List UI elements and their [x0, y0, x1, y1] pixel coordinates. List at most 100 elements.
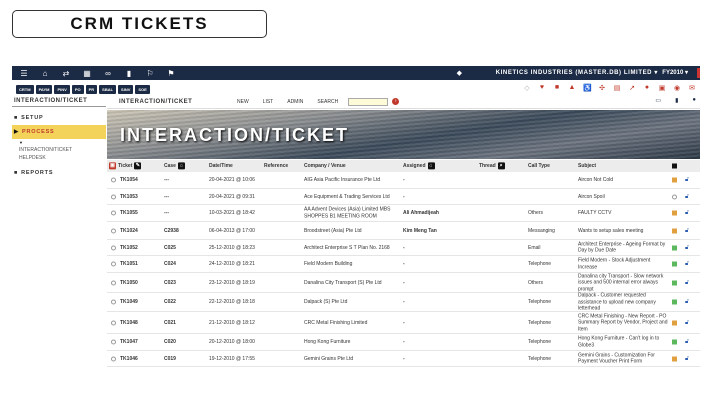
row-radio[interactable] — [111, 280, 116, 285]
thread-header[interactable]: Thread ⌕ — [479, 162, 505, 170]
unlock-icon[interactable]: 🔓︎ — [685, 279, 689, 286]
calltype-header[interactable]: Call Type — [528, 162, 550, 169]
module-button-po[interactable]: PO — [71, 85, 84, 94]
edit-icon[interactable]: ✎ — [134, 162, 142, 170]
unlock-icon[interactable]: 🔓︎ — [685, 227, 689, 234]
user-icon[interactable]: ● — [692, 97, 696, 103]
case-header[interactable]: Case ⌂ — [164, 162, 185, 170]
row-radio[interactable] — [111, 299, 116, 305]
sidebar-item-reports[interactable]: ■ REPORTS — [12, 166, 106, 180]
search-go-button[interactable]: › — [392, 98, 400, 105]
ticket-id[interactable]: TK1049 — [120, 298, 138, 305]
table-row[interactable]: TK1048 C021 21-12-2010 @ 18:12 CRC Metal… — [107, 312, 700, 334]
table-row[interactable]: TK1024 C2938 06-04-2013 @ 17:00 Broodstr… — [107, 222, 700, 240]
ticket-id[interactable]: TK1054 — [120, 176, 138, 183]
wheelchair-icon[interactable]: ♿ — [583, 85, 592, 92]
ticket-id[interactable]: TK1052 — [120, 244, 138, 251]
flag-icon[interactable]: ⚑ — [167, 68, 175, 78]
table-icon[interactable]: ▤ — [613, 85, 621, 92]
briefcase-icon[interactable]: ■ — [554, 84, 560, 91]
unlock-icon[interactable]: 🔓︎ — [685, 319, 689, 326]
row-radio[interactable] — [111, 228, 116, 233]
assigned-header[interactable]: Assigned ⌂ — [403, 162, 435, 170]
table-row[interactable]: TK1054 --- 20-04-2021 @ 10:06 AIG Asia P… — [107, 172, 700, 189]
module-button-pr[interactable]: PR — [85, 85, 98, 94]
unlock-icon[interactable]: 🔓︎ — [685, 244, 689, 251]
table-row[interactable]: TK1046 C019 19-12-2010 @ 17:55 Gemini Gr… — [107, 351, 700, 367]
ticket-id[interactable]: TK1024 — [120, 227, 138, 234]
row-radio[interactable] — [111, 339, 116, 345]
row-radio[interactable] — [111, 210, 116, 216]
search-input[interactable] — [348, 97, 389, 106]
module-button-sinv[interactable]: SINV — [118, 85, 134, 94]
status-header-icon[interactable] — [672, 163, 677, 169]
pie-icon[interactable]: ● — [644, 84, 650, 91]
chat-icon[interactable]: ✉ — [689, 85, 695, 92]
menu-new[interactable]: NEW — [237, 98, 249, 105]
row-radio[interactable] — [111, 245, 116, 250]
bookmark-icon[interactable]: ▮ — [126, 68, 132, 78]
menu-list[interactable]: LIST — [262, 98, 274, 105]
tag-icon[interactable]: ◆ — [456, 70, 462, 77]
sidebar-item-process[interactable]: ▶ PROCESS — [12, 125, 106, 139]
menu-search[interactable]: SEARCH — [317, 98, 339, 105]
home-icon[interactable]: ⌂ — [42, 68, 48, 78]
subject-header[interactable]: Subject — [578, 162, 597, 169]
table-row[interactable]: TK1053 --- 20-04-2021 @ 09:31 Ace Equipm… — [107, 189, 700, 205]
status-empty-icon[interactable] — [672, 194, 677, 199]
company-selector[interactable]: KINETICS INDUSTRIES (MASTER.DB) LIMITED … — [495, 70, 658, 76]
unlock-icon[interactable]: 🔓︎ — [685, 338, 689, 345]
table-row[interactable]: TK1052 C025 25-12-2010 @ 18:23 Architect… — [107, 240, 700, 256]
sitemap-icon[interactable]: ▲ — [568, 84, 576, 91]
chart-icon[interactable]: ↗ — [629, 85, 635, 92]
table-row[interactable]: TK1055 --- 10-03-2021 @ 18:42 AA Advent … — [107, 205, 700, 222]
module-button-paym[interactable]: PAYM — [35, 85, 53, 94]
id-card-icon[interactable]: ▭ — [655, 98, 662, 104]
ticket-id[interactable]: TK1053 — [120, 193, 138, 200]
delete-icon[interactable]: ▣ — [109, 162, 116, 170]
reference-header[interactable]: Reference — [264, 162, 289, 169]
share-icon[interactable]: ✣ — [599, 85, 605, 92]
home-icon[interactable]: ⌂ — [427, 162, 435, 170]
home-icon[interactable]: ⌂ — [177, 162, 185, 170]
row-radio[interactable] — [111, 320, 116, 325]
ticket-header[interactable]: ▣ Ticket ✎ — [109, 162, 142, 170]
menu-icon[interactable]: ☰ — [20, 68, 28, 78]
ticket-id[interactable]: TK1047 — [120, 338, 138, 345]
sidebar-item-setup[interactable]: ■ SETUP — [12, 111, 106, 125]
unlock-icon[interactable]: 🔓︎ — [685, 260, 689, 267]
transfer-icon[interactable]: ⇄ — [62, 68, 70, 78]
date-header[interactable]: Date/Time — [209, 162, 233, 169]
module-button-soe[interactable]: SOE — [135, 85, 150, 94]
unlock-icon[interactable]: 🔓︎ — [685, 298, 689, 305]
row-radio[interactable] — [111, 356, 116, 361]
heart-icon[interactable]: ♥ — [539, 84, 545, 91]
row-radio[interactable] — [111, 194, 116, 199]
sidebar-subitem-interaction-ticket[interactable]: INTERACTION/TICKET — [19, 147, 73, 153]
ticket-id[interactable]: TK1051 — [120, 260, 138, 267]
unlock-icon[interactable]: 🔓︎ — [685, 176, 689, 183]
fiscal-year-selector[interactable]: FY2010 ▾ — [662, 70, 688, 76]
sidebar-subitem-helpdesk[interactable]: HELPDESK — [19, 155, 46, 161]
module-button-sbal[interactable]: SBAL — [99, 85, 117, 94]
company-header[interactable]: Company / Venue — [304, 162, 346, 169]
dot-icon[interactable]: ◇ — [524, 85, 530, 92]
table-row[interactable]: TK1051 C024 24-12-2010 @ 18:21 Field Mod… — [107, 256, 700, 273]
row-radio[interactable] — [111, 261, 116, 267]
unlock-icon[interactable]: 🔓︎ — [685, 209, 689, 216]
map-icon[interactable]: ▦ — [83, 68, 91, 78]
globe-icon[interactable]: ◉ — [673, 85, 681, 92]
unlock-icon[interactable]: 🔓︎ — [685, 193, 689, 200]
ticket-id[interactable]: TK1055 — [120, 209, 138, 216]
table-row[interactable]: TK1049 C022 22-12-2010 @ 18:18 Dalpack (… — [107, 292, 700, 312]
menu-admin[interactable]: ADMIN — [287, 98, 304, 105]
unlock-icon[interactable]: 🔓︎ — [685, 355, 689, 362]
ticket-id[interactable]: TK1048 — [120, 319, 138, 326]
bookmark-icon[interactable]: ▮ — [675, 98, 679, 104]
module-button-crtm[interactable]: CRTM — [16, 85, 34, 94]
ticket-id[interactable]: TK1050 — [120, 279, 138, 286]
search-icon[interactable]: ⌕ — [497, 162, 505, 170]
module-button-pinv[interactable]: PINV — [54, 85, 70, 94]
table-row[interactable]: TK1050 C023 23-12-2010 @ 18:19 Danalina … — [107, 273, 700, 293]
ticket-id[interactable]: TK1046 — [120, 355, 138, 362]
